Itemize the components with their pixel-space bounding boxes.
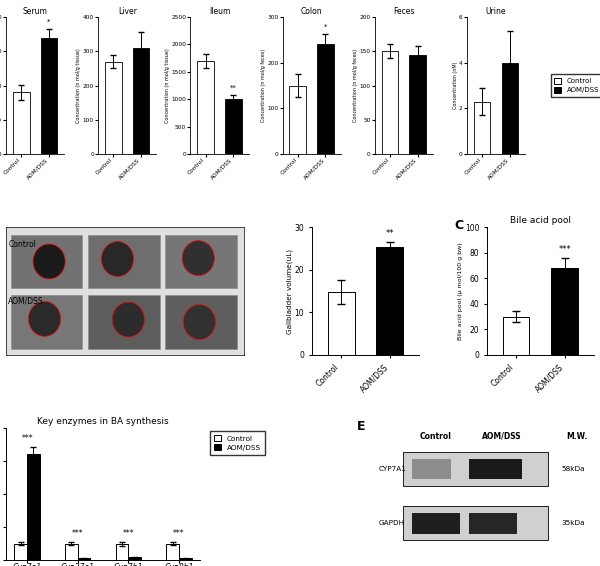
Bar	[382, 52, 398, 155]
Title: Key enzymes in BA synthesis: Key enzymes in BA synthesis	[37, 417, 169, 426]
Bar	[403, 452, 548, 486]
Bar	[225, 100, 242, 155]
Text: Control: Control	[8, 240, 36, 249]
Text: ***: ***	[21, 434, 33, 443]
Title: Liver: Liver	[118, 7, 137, 16]
Bar	[41, 37, 57, 155]
Bar	[88, 235, 160, 289]
Title: Urine: Urine	[486, 7, 506, 16]
Y-axis label: Concentration (n mol/g feces): Concentration (n mol/g feces)	[261, 49, 266, 122]
Bar	[133, 48, 149, 155]
Y-axis label: Concentration (nM): Concentration (nM)	[452, 62, 458, 109]
Ellipse shape	[101, 242, 134, 276]
Text: Control: Control	[420, 432, 452, 441]
Bar	[179, 558, 191, 560]
Text: **: **	[230, 85, 236, 91]
Bar	[474, 102, 490, 155]
Text: CYP7A1: CYP7A1	[379, 466, 407, 472]
Y-axis label: Bile acid pool (μ mol/100 g bw): Bile acid pool (μ mol/100 g bw)	[458, 242, 463, 340]
Text: AOM/DSS: AOM/DSS	[482, 432, 521, 441]
Text: ***: ***	[72, 529, 83, 538]
Text: C: C	[455, 220, 464, 233]
Bar	[166, 295, 237, 349]
Bar	[116, 544, 128, 560]
Title: Bile acid pool: Bile acid pool	[510, 216, 571, 225]
Title: Serum: Serum	[23, 7, 47, 16]
Bar	[78, 558, 91, 560]
Title: Colon: Colon	[301, 7, 322, 16]
Title: Ileum: Ileum	[209, 7, 230, 16]
Bar	[412, 458, 451, 479]
Bar	[105, 62, 122, 155]
Bar	[403, 506, 548, 541]
Y-axis label: Gallbladder volume(uL): Gallbladder volume(uL)	[287, 248, 293, 333]
Bar	[412, 513, 460, 534]
Bar	[27, 454, 40, 560]
Text: ***: ***	[173, 529, 185, 538]
Bar	[503, 316, 529, 355]
Bar	[469, 458, 521, 479]
Bar	[409, 55, 426, 155]
Text: 58kDa: 58kDa	[561, 466, 584, 472]
Bar	[376, 247, 403, 355]
Legend: Control, AOM/DSS: Control, AOM/DSS	[551, 75, 600, 97]
Bar	[502, 63, 518, 155]
Bar	[289, 85, 306, 155]
Ellipse shape	[182, 241, 214, 276]
Text: AOM/DSS: AOM/DSS	[8, 296, 44, 305]
Bar	[197, 61, 214, 155]
Y-axis label: Concentration (n mol/g tissue): Concentration (n mol/g tissue)	[76, 48, 82, 123]
Text: *: *	[324, 24, 327, 30]
Text: 35kDa: 35kDa	[561, 520, 584, 526]
Ellipse shape	[28, 302, 61, 336]
Bar	[128, 558, 141, 560]
Y-axis label: Concentration (n mol/g feces): Concentration (n mol/g feces)	[353, 49, 358, 122]
Bar	[14, 544, 27, 560]
Bar	[166, 235, 237, 289]
Text: M.W.: M.W.	[566, 432, 587, 441]
Bar	[328, 292, 355, 355]
Y-axis label: Concentration (n mol/g tissue): Concentration (n mol/g tissue)	[165, 48, 170, 123]
Bar	[551, 268, 578, 355]
Bar	[13, 92, 29, 155]
Bar	[88, 295, 160, 349]
Bar	[469, 513, 517, 534]
Bar	[11, 295, 82, 349]
Ellipse shape	[33, 244, 65, 279]
Text: *: *	[47, 19, 50, 24]
Text: **: **	[386, 229, 394, 238]
Bar	[317, 45, 334, 155]
Bar	[11, 235, 82, 289]
Bar	[65, 544, 78, 560]
Text: GAPDH: GAPDH	[379, 520, 405, 526]
Text: ***: ***	[559, 245, 571, 254]
Text: E: E	[357, 420, 365, 433]
Text: ***: ***	[122, 529, 134, 538]
Title: Feces: Feces	[393, 7, 415, 16]
Legend: Control, AOM/DSS: Control, AOM/DSS	[211, 431, 265, 454]
Ellipse shape	[184, 305, 215, 340]
Bar	[166, 544, 179, 560]
Ellipse shape	[112, 302, 145, 337]
